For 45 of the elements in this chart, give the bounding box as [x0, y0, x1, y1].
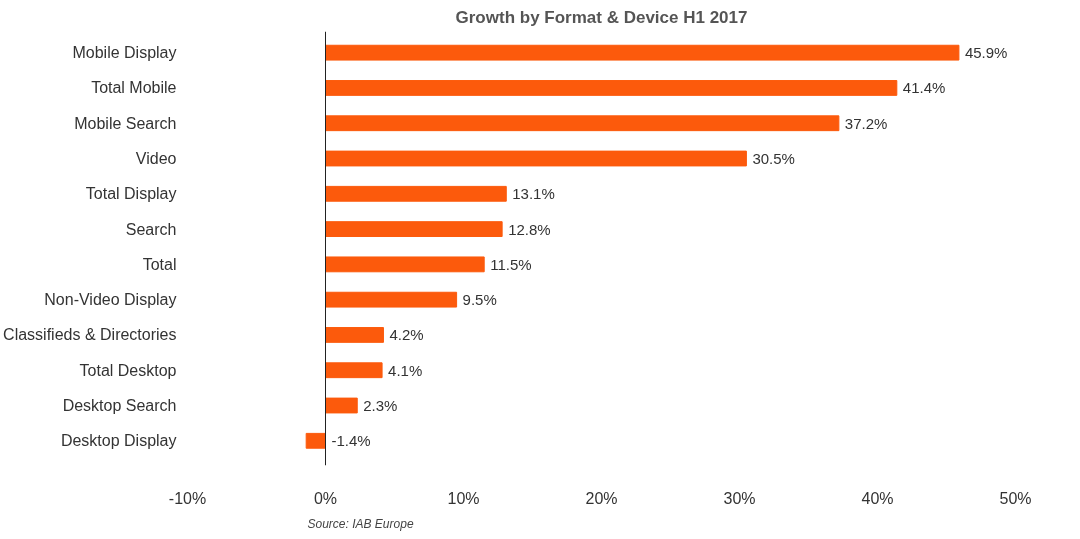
data-label: 45.9% — [964, 44, 1008, 62]
data-label: 9.5% — [462, 291, 497, 309]
bar — [325, 291, 458, 308]
y-tick-label: Total Display — [85, 185, 177, 203]
y-tick-label: Search — [125, 220, 177, 238]
bar — [325, 362, 383, 379]
bar — [325, 115, 840, 132]
x-tick-label: 40% — [861, 489, 894, 507]
y-tick-label: Classifieds & Directories — [3, 326, 177, 344]
source-note: Source: IAB Europe — [307, 516, 414, 531]
y-tick-label: Total Mobile — [91, 79, 177, 97]
data-label: 12.8% — [508, 220, 551, 238]
y-tick-label: Desktop Display — [60, 432, 177, 450]
x-tick-label: 10% — [447, 489, 480, 507]
y-tick-label: Desktop Search — [62, 397, 177, 415]
bar — [325, 80, 898, 96]
data-label: 11.5% — [490, 255, 532, 273]
x-tick-label: 0% — [313, 489, 338, 507]
data-label: 30.5% — [752, 150, 795, 168]
data-label: 41.4% — [902, 79, 946, 97]
y-tick-label: Total Desktop — [79, 361, 177, 379]
data-label: -1.4% — [331, 432, 371, 450]
y-tick-label: Mobile Search — [74, 114, 177, 132]
x-tick-label: -10% — [168, 489, 207, 507]
bar — [305, 432, 326, 449]
bar — [325, 327, 384, 343]
data-label: 4.1% — [388, 361, 423, 379]
x-tick-label: 20% — [585, 489, 618, 507]
bar — [325, 221, 503, 237]
x-tick-label: 50% — [999, 489, 1032, 507]
y-tick-label: Total — [142, 255, 177, 273]
bar — [325, 44, 960, 61]
bar — [325, 150, 747, 167]
data-label: 2.3% — [363, 397, 398, 415]
x-tick-label: 30% — [723, 489, 756, 507]
chart-title: Growth by Format & Device H1 2017 — [455, 7, 748, 27]
data-label: 37.2% — [844, 114, 888, 132]
data-label: 4.2% — [389, 326, 424, 344]
y-tick-label: Video — [135, 150, 177, 168]
y-tick-label: Non-Video Display — [44, 291, 177, 309]
bar — [325, 185, 507, 202]
y-tick-label: Mobile Display — [72, 44, 177, 62]
bar — [325, 256, 485, 273]
bar — [325, 397, 358, 414]
data-label: 13.1% — [512, 185, 555, 203]
